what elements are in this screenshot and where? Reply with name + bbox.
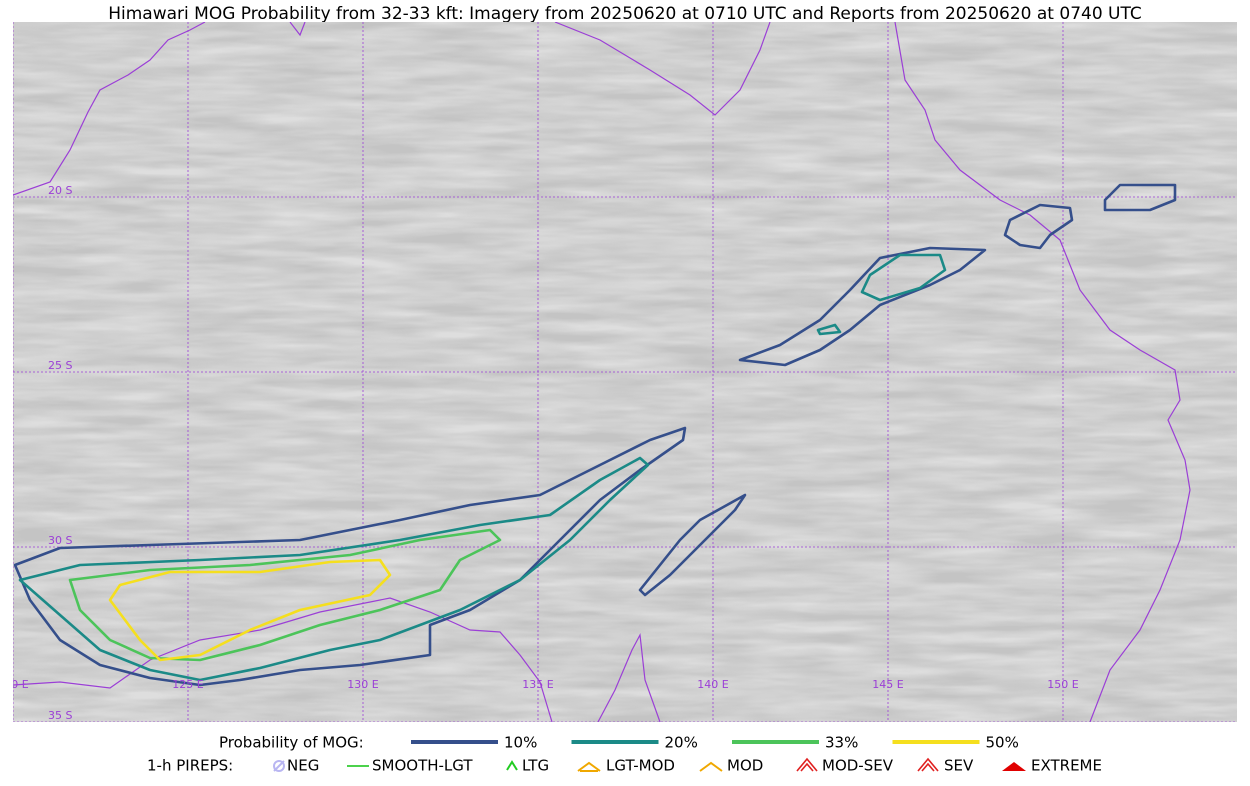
- lat-label: 35 S: [48, 709, 72, 722]
- legend-icon: [699, 761, 723, 772]
- map-area: 120 E 125 E 130 E 135 E 140 E 145 E 150 E 20 S 2…: [0, 22, 1237, 722]
- coastlines: [13, 22, 1191, 722]
- legend-heading: 1-h PIREPS:: [147, 757, 233, 775]
- graticule: [13, 22, 1237, 722]
- lon-label: 135 E: [522, 678, 553, 691]
- title: Himawari MOG Probability from 32-33 kft:…: [108, 4, 1142, 24]
- legend-label: SEV: [944, 757, 974, 775]
- legend-label: MOD-SEV: [822, 757, 894, 775]
- legend-icon: [577, 761, 601, 772]
- lon-label: 145 E: [872, 678, 903, 691]
- legend-label: EXTREME: [1031, 757, 1102, 775]
- legend-label: NEG: [287, 757, 319, 775]
- legend: Probability of MOG: 10% 20% 33% 50% 1-h PIREP…: [147, 734, 1102, 775]
- graticule-labels: 120 E 125 E 130 E 135 E 140 E 145 E 150 E 20 S 2…: [0, 184, 1079, 722]
- legend-icon: [506, 760, 518, 771]
- lon-label: 140 E: [697, 678, 728, 691]
- lat-label: 20 S: [48, 184, 72, 197]
- legend-label: 50%: [986, 734, 1019, 752]
- lon-label: 150 E: [1047, 678, 1078, 691]
- lon-label: 125 E: [172, 678, 203, 691]
- legend-label: 33%: [825, 734, 858, 752]
- legend-icon: [796, 757, 818, 772]
- legend-label: LTG: [522, 757, 549, 775]
- legend-heading: Probability of MOG:: [219, 734, 364, 752]
- legend-label: SMOOTH-LGT: [372, 757, 473, 775]
- legend-label: LGT-MOD: [606, 757, 675, 775]
- lat-label: 25 S: [48, 359, 72, 372]
- legend-icon: [273, 760, 285, 772]
- lat-label: 30 S: [48, 534, 72, 547]
- lon-label: 130 E: [347, 678, 378, 691]
- legend-label: MOD: [727, 757, 763, 775]
- legend-label: 20%: [665, 734, 698, 752]
- legend-label: 10%: [504, 734, 537, 752]
- legend-icon: [917, 757, 939, 772]
- contours: [13, 183, 1177, 687]
- legend-icon: [1002, 762, 1026, 771]
- lon-label: 120 E: [0, 678, 29, 691]
